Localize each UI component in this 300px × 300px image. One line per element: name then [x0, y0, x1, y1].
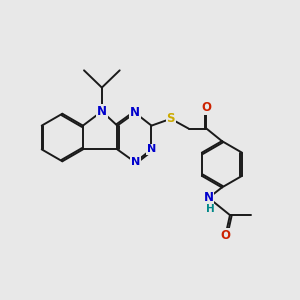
Text: N: N	[130, 157, 140, 167]
Text: N: N	[204, 191, 214, 204]
Text: N: N	[147, 144, 156, 154]
Text: O: O	[220, 229, 230, 242]
Text: S: S	[167, 112, 175, 125]
Text: N: N	[130, 106, 140, 119]
Text: N: N	[97, 105, 107, 118]
Text: H: H	[206, 204, 214, 214]
Text: O: O	[202, 101, 212, 114]
